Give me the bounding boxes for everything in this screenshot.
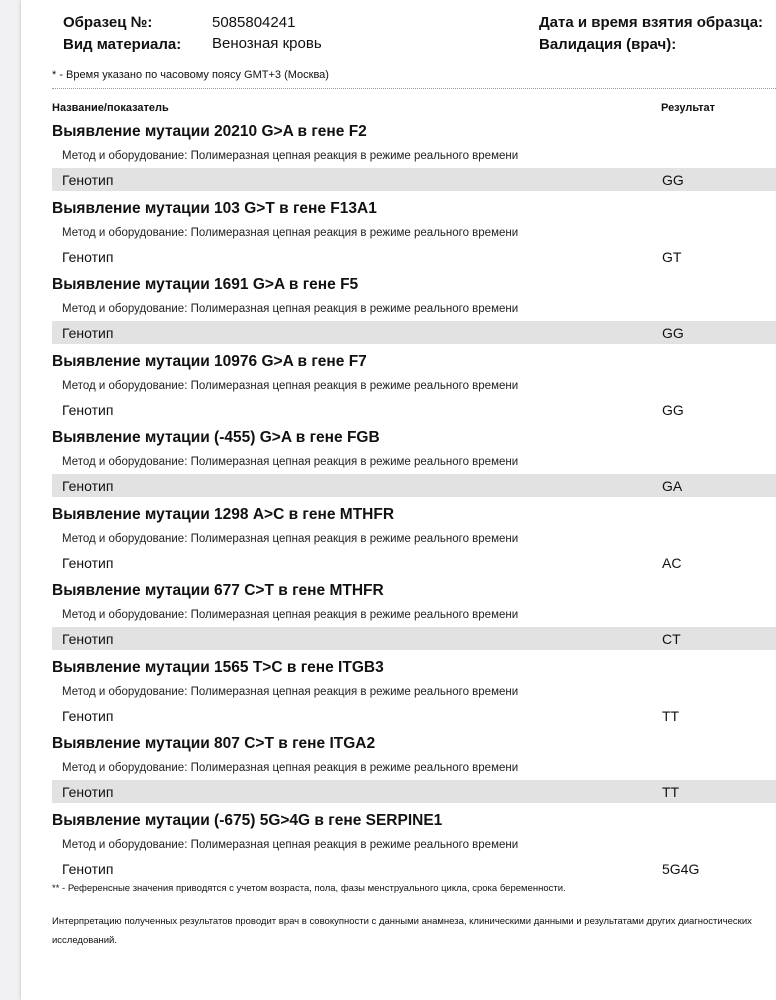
genotype-label: Генотип [62,554,114,571]
genotype-result: GG [662,172,684,188]
genotype-result: AC [662,554,682,571]
genotype-label: Генотип [62,860,114,877]
test-method: Метод и оборудование: Полимеразная цепна… [62,379,519,392]
genotype-result: GG [662,401,684,418]
test-method: Метод и оборудование: Полимеразная цепна… [62,303,519,315]
genotype-result: CT [662,631,681,647]
validation-label: Валидация (врач): [539,36,677,53]
genotype-label: Генотип [62,784,114,800]
genotype-label: Генотип [62,401,114,418]
sample-label: Образец №: [63,14,153,31]
genotype-row: Генотип GG [52,398,776,421]
genotype-label: Генотип [62,707,114,724]
test-method: Метод и оборудование: Полимеразная цепна… [62,609,519,621]
genotype-result: TT [662,707,680,724]
test-block: Выявление мутации (-675) 5G>4G в гене SE… [21,809,776,886]
genotype-label: Генотип [62,478,114,494]
test-method: Метод и оборудование: Полимеразная цепна… [62,762,519,774]
tests-list: Выявление мутации 20210 G>A в гене F2 Ме… [21,120,776,885]
genotype-label: Генотип [62,172,114,188]
test-method: Метод и оборудование: Полимеразная цепна… [62,838,519,851]
genotype-row: Генотип TT [52,704,776,727]
test-method: Метод и оборудование: Полимеразная цепна… [62,226,519,239]
test-title: Выявление мутации 807 C>T в гене ITGA2 [52,735,376,752]
genotype-row: Генотип GG [52,321,776,344]
genotype-row: Генотип GA [52,474,776,497]
genotype-label: Генотип [62,631,114,647]
test-title: Выявление мутации 1565 T>C в гене ITGB3 [52,658,384,676]
genotype-result: GT [662,248,682,265]
test-method: Метод и оборудование: Полимеразная цепна… [62,685,519,698]
test-title: Выявление мутации (-455) G>A в гене FGB [52,429,380,446]
test-block: Выявление мутации (-455) G>A в гене FGB … [21,426,776,503]
genotype-row: Генотип 5G4G [52,857,776,880]
genotype-result: TT [662,784,680,800]
test-title: Выявление мутации 20210 G>A в гене F2 [52,123,367,140]
genotype-row: Генотип AC [52,551,776,574]
divider [52,88,776,89]
test-block: Выявление мутации 20210 G>A в гене F2 Ме… [21,120,776,197]
genotype-result: GA [662,478,683,494]
test-block: Выявление мутации 1565 T>C в гене ITGB3 … [21,656,776,733]
test-title: Выявление мутации 103 G>T в гене F13A1 [52,199,377,217]
test-title: Выявление мутации 1691 G>A в гене F5 [52,276,359,293]
genotype-label: Генотип [62,248,114,265]
material-label: Вид материала: [63,36,182,53]
test-method: Метод и оборудование: Полимеразная цепна… [62,456,519,468]
genotype-result: GG [662,325,684,341]
test-block: Выявление мутации 807 C>T в гене ITGA2 М… [21,732,776,809]
test-method: Метод и оборудование: Полимеразная цепна… [62,532,519,545]
interpretation-note: Интерпретацию полученных результатов про… [52,916,752,946]
genotype-result: 5G4G [662,860,700,877]
genotype-row: Генотип GT [52,245,776,268]
test-block: Выявление мутации 677 C>T в гене MTHFR М… [21,579,776,656]
test-title: Выявление мутации 10976 G>A в гене F7 [52,352,367,370]
genotype-row: Генотип GG [52,168,776,191]
test-block: Выявление мутации 103 G>T в гене F13A1 М… [21,197,776,274]
test-title: Выявление мутации 677 C>T в гене MTHFR [52,582,384,599]
material-value: Венозная кровь [212,35,322,52]
report-page: Образец №: 5085804241 Вид материала: Вен… [21,0,776,1000]
sample-value: 5085804241 [212,14,296,31]
date-label: Дата и время взятия образца: [539,14,764,31]
test-method: Метод и оборудование: Полимеразная цепна… [62,150,519,162]
test-title: Выявление мутации 1298 A>C в гене MTHFR [52,505,395,523]
genotype-row: Генотип CT [52,627,776,650]
genotype-row: Генотип TT [52,780,776,803]
test-title: Выявление мутации (-675) 5G>4G в гене SE… [52,811,443,829]
genotype-label: Генотип [62,325,114,341]
reference-footnote: ** - Референсные значения приводятся с у… [52,883,566,894]
column-name-header: Название/показатель [52,102,169,114]
column-result-header: Результат [661,102,716,114]
timezone-note: * - Время указано по часовому поясу GMT+… [52,69,329,81]
test-block: Выявление мутации 1298 A>C в гене MTHFR … [21,503,776,580]
test-block: Выявление мутации 10976 G>A в гене F7 Ме… [21,350,776,427]
test-block: Выявление мутации 1691 G>A в гене F5 Мет… [21,273,776,350]
